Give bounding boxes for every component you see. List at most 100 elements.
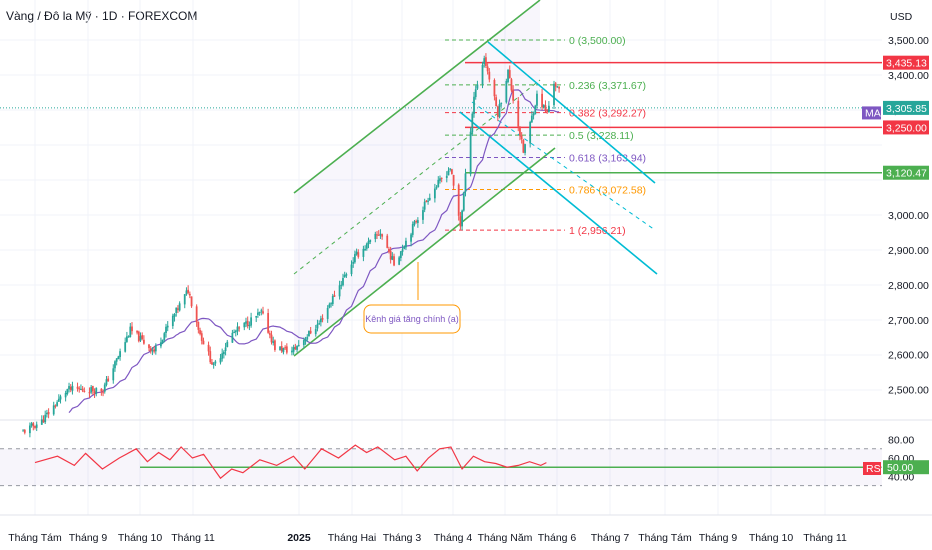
candle-body	[554, 83, 557, 87]
candle-body	[56, 402, 59, 406]
candle-body	[267, 313, 270, 333]
candle-body	[512, 89, 515, 101]
x-tick-label: Tháng 3	[383, 532, 422, 544]
candle-body	[209, 351, 212, 363]
candle-body	[137, 331, 140, 342]
candle-body	[374, 233, 377, 240]
candle-body	[262, 311, 264, 314]
fib-level-label: 0.5 (3,228.11)	[569, 130, 634, 142]
candle-body	[124, 342, 127, 352]
candle-body	[459, 216, 462, 227]
fib-level-label: 1 (2,956.21)	[569, 225, 626, 237]
candle-body	[177, 308, 179, 310]
y-tick-label: 2,500.00	[888, 385, 929, 397]
candle-body	[185, 290, 188, 295]
fib-level-label: 0.236 (3,371.67)	[569, 80, 646, 92]
candle-body	[541, 93, 543, 108]
candle-body	[219, 358, 222, 363]
candle-body	[190, 296, 193, 307]
candle-body	[222, 351, 225, 355]
candle-body	[88, 392, 91, 394]
candle-body	[28, 425, 31, 434]
ma-tag-label: MA	[865, 107, 881, 119]
candle-body	[81, 388, 84, 391]
candle-body	[302, 340, 305, 346]
fibonacci-retracement: 0 (3,500.00) 0.236 (3,371.67) 0.382 (3,292…	[445, 35, 646, 237]
candle-body	[91, 386, 94, 392]
candle-body	[175, 307, 178, 314]
fib-level-label: 0.618 (3,163.94)	[569, 153, 646, 165]
candle-body	[57, 398, 60, 402]
candle-body	[427, 200, 429, 202]
candle-body	[471, 113, 474, 133]
candle-body	[439, 178, 441, 181]
candle-body	[154, 345, 157, 352]
candle-body	[282, 348, 285, 353]
currency-label[interactable]: USD	[890, 11, 913, 23]
bear-channel-upper	[487, 41, 656, 184]
candle-body	[350, 264, 353, 275]
rsi-pane	[0, 444, 882, 487]
x-tick-label: Tháng 11	[171, 532, 215, 544]
candle-body	[304, 339, 307, 341]
candle-body	[355, 251, 358, 255]
candle-body	[319, 318, 322, 323]
candle-body	[542, 105, 545, 108]
candle-body	[309, 330, 312, 334]
candle-body	[544, 105, 547, 112]
candle-body	[328, 304, 331, 308]
annotation-text: Kênh giá tăng chính (a)	[365, 314, 459, 324]
candle-body	[520, 135, 523, 140]
candle-body	[401, 249, 404, 252]
candle-body	[243, 322, 246, 328]
candle-body	[333, 295, 336, 297]
price-tag-label: 3,250.00	[886, 122, 927, 134]
candle-body	[125, 336, 128, 342]
candle-body	[399, 251, 402, 259]
price-tag-label: 3,305.85	[886, 103, 927, 115]
y-tick-label: 2,700.00	[888, 315, 929, 327]
candle-body	[279, 346, 281, 351]
candle-body	[35, 424, 38, 428]
candle-body	[34, 425, 36, 428]
candle-body	[340, 284, 343, 286]
candle-body	[83, 390, 86, 392]
candle-body	[413, 221, 416, 225]
candle-body	[405, 240, 407, 248]
candle-body	[522, 139, 525, 153]
candle-body	[257, 312, 259, 315]
candle-body	[403, 246, 406, 249]
y-tick-label: 3,000.00	[888, 210, 929, 222]
candle-body	[496, 106, 499, 117]
candle-body	[260, 310, 263, 312]
candle-body	[321, 317, 324, 320]
candle-body	[364, 248, 367, 250]
candle-body	[486, 66, 489, 72]
y-tick-label: 3,500.00	[888, 35, 929, 47]
bear-channel-lower	[459, 111, 658, 275]
candle-body	[23, 429, 26, 433]
annotation: Kênh giá tăng chính (a)	[363, 262, 461, 334]
candle-body	[534, 105, 537, 115]
bear-channel-mid	[471, 101, 656, 231]
candle-body	[59, 396, 62, 400]
y-tick-label: 2,600.00	[888, 350, 929, 362]
candle-body	[245, 321, 247, 324]
candle-body	[388, 248, 390, 252]
candle-body	[381, 234, 384, 237]
rsi-value-label: 50.00	[887, 462, 913, 474]
candle-body	[447, 170, 450, 176]
x-tick-label: Tháng 6	[538, 532, 577, 544]
candle-body	[284, 347, 287, 349]
candle-body	[292, 347, 295, 352]
candle-body	[30, 423, 33, 426]
candle-body	[357, 252, 360, 257]
candle-body	[64, 393, 67, 398]
candle-body	[141, 335, 144, 339]
candle-body	[423, 201, 426, 210]
candle-body	[369, 239, 372, 243]
candle-body	[308, 330, 310, 337]
candle-body	[47, 412, 50, 415]
x-tick-label: Tháng 10	[749, 532, 794, 544]
